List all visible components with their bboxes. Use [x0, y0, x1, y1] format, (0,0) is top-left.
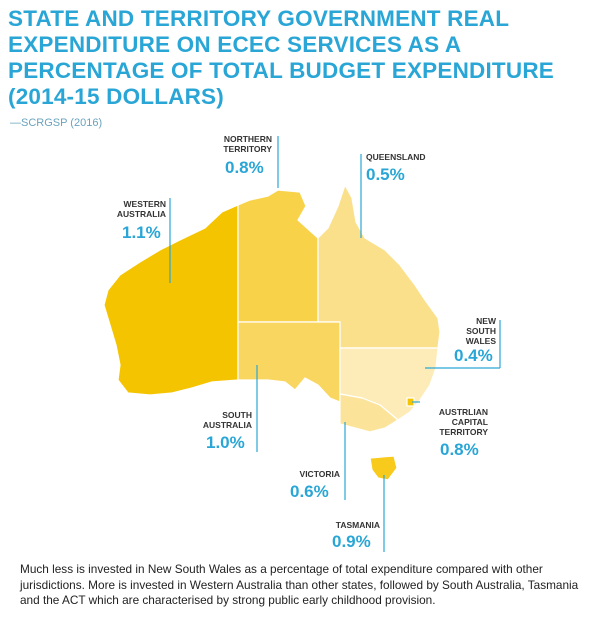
value-queensland: 0.5% [366, 165, 405, 184]
region-western-australia [103, 204, 239, 396]
title-line-4: (2014-15 DOLLARS) [8, 84, 224, 109]
label-sa-line1: SOUTH [222, 410, 252, 420]
label-western-australia: WESTERN AUSTRALIA [100, 199, 166, 219]
label-nsw-line1: NEW [476, 316, 496, 326]
value-act: 0.8% [440, 440, 479, 459]
label-act-line1: AUSTRLIAN [438, 407, 488, 417]
region-act [406, 397, 415, 407]
label-south-australia: SOUTH AUSTRALIA [190, 410, 252, 430]
label-act: AUSTRLIAN CAPITAL TERRITORY [420, 407, 488, 437]
value-northern-territory: 0.8% [225, 158, 264, 177]
footnote-paragraph: Much less is invested in New South Wales… [20, 562, 579, 607]
label-nt-line2: TERRITORY [223, 144, 272, 154]
label-nt-line1: NORTHERN [223, 134, 272, 144]
label-act-line2: CAPITAL [451, 417, 488, 427]
label-act-line3: TERRITORY [439, 427, 488, 437]
label-tasmania: TASMANIA [335, 520, 380, 530]
title-line-2: EXPENDITURE ON ECEC SERVICES AS A [8, 32, 462, 57]
label-northern-territory: NORTHERN TERRITORY [212, 134, 272, 154]
region-tasmania [369, 455, 398, 481]
label-nsw-line3: WALES [465, 336, 496, 346]
label-wa-line2: AUSTRALIA [116, 209, 166, 219]
australia-map [103, 136, 501, 552]
label-sa-line2: AUSTRALIA [202, 420, 252, 430]
page-title: STATE AND TERRITORY GOVERNMENT REAL EXPE… [8, 6, 593, 110]
value-south-australia: 1.0% [206, 433, 245, 452]
value-tasmania: 0.9% [332, 532, 371, 551]
label-queensland: QUEENSLAND [366, 152, 426, 162]
region-northern-territory [237, 189, 319, 323]
value-victoria: 0.6% [290, 482, 329, 501]
source-citation: —SCRGSP (2016) [10, 117, 103, 129]
label-new-south-wales: NEW SOUTH WALES [440, 316, 496, 346]
label-wa-line1: WESTERN [123, 199, 167, 209]
label-victoria: VICTORIA [299, 469, 340, 479]
title-line-3: PERCENTAGE OF TOTAL BUDGET EXPENDITURE [8, 58, 554, 83]
title-line-1: STATE AND TERRITORY GOVERNMENT REAL [8, 6, 510, 31]
value-new-south-wales: 0.4% [454, 346, 493, 365]
value-western-australia: 1.1% [122, 223, 161, 242]
region-south-australia [237, 321, 341, 403]
label-nsw-line2: SOUTH [466, 326, 496, 336]
